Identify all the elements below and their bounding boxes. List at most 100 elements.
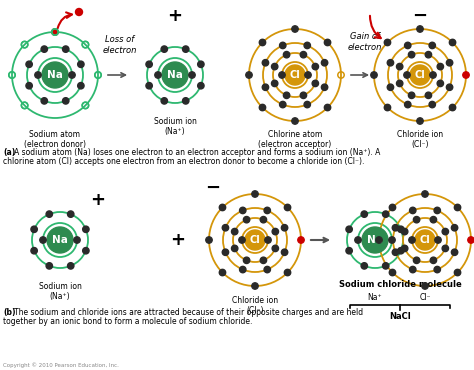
Circle shape	[182, 98, 189, 104]
Circle shape	[222, 249, 228, 255]
Circle shape	[429, 101, 436, 108]
Text: Na: Na	[47, 70, 63, 80]
Circle shape	[67, 211, 74, 217]
Circle shape	[292, 26, 298, 32]
Circle shape	[383, 263, 389, 269]
Text: Na: Na	[167, 70, 183, 80]
Circle shape	[283, 51, 290, 58]
Circle shape	[392, 225, 399, 231]
Circle shape	[447, 60, 453, 66]
Circle shape	[449, 104, 456, 111]
Circle shape	[155, 72, 161, 78]
Circle shape	[425, 92, 432, 98]
Text: Cl: Cl	[250, 235, 260, 245]
Circle shape	[246, 72, 252, 78]
Circle shape	[75, 9, 82, 16]
Text: −: −	[412, 7, 428, 25]
Text: Chloride ion
(Cl⁻): Chloride ion (Cl⁻)	[232, 296, 278, 315]
Circle shape	[413, 257, 420, 263]
Circle shape	[383, 211, 389, 217]
Circle shape	[435, 237, 441, 243]
Circle shape	[396, 63, 403, 70]
Text: Na⁺: Na⁺	[368, 293, 383, 302]
Circle shape	[69, 72, 75, 78]
Circle shape	[243, 216, 250, 223]
Circle shape	[47, 227, 73, 253]
Circle shape	[434, 266, 440, 273]
Text: Sodium atom
(electron donor): Sodium atom (electron donor)	[24, 130, 86, 149]
Text: Loss of
electron: Loss of electron	[103, 35, 137, 55]
Circle shape	[239, 266, 246, 273]
Circle shape	[437, 63, 444, 70]
Circle shape	[463, 72, 469, 78]
Circle shape	[304, 42, 310, 48]
Text: together by an ionic bond to form a molecule of sodium chloride.: together by an ionic bond to form a mole…	[3, 317, 252, 326]
Circle shape	[415, 230, 435, 250]
Circle shape	[272, 228, 279, 235]
Circle shape	[346, 248, 352, 254]
Text: NaCl: NaCl	[389, 312, 411, 321]
Circle shape	[239, 207, 246, 213]
Text: Gain of
electron: Gain of electron	[348, 32, 382, 52]
Circle shape	[410, 266, 416, 273]
Text: Na: Na	[52, 235, 68, 245]
Circle shape	[40, 237, 46, 243]
Circle shape	[182, 46, 189, 52]
Text: A sodium atom (Na) loses one electron to an electron acceptor and forms a sodium: A sodium atom (Na) loses one electron to…	[14, 148, 380, 157]
Circle shape	[26, 61, 32, 67]
Circle shape	[409, 237, 415, 243]
Circle shape	[417, 118, 423, 124]
Circle shape	[430, 216, 437, 223]
Circle shape	[417, 26, 423, 32]
Circle shape	[404, 42, 411, 48]
Circle shape	[272, 245, 279, 252]
Circle shape	[389, 269, 396, 276]
Circle shape	[401, 245, 408, 252]
Circle shape	[26, 83, 32, 89]
Circle shape	[422, 191, 428, 197]
Circle shape	[401, 228, 408, 235]
Circle shape	[264, 266, 271, 273]
Circle shape	[264, 207, 271, 213]
Circle shape	[260, 216, 266, 223]
Text: +: +	[91, 191, 106, 209]
Text: (a): (a)	[3, 148, 15, 157]
Circle shape	[219, 204, 226, 211]
Circle shape	[410, 207, 416, 213]
Circle shape	[387, 84, 393, 90]
Circle shape	[292, 118, 298, 124]
Circle shape	[298, 237, 304, 243]
Text: Na: Na	[367, 235, 383, 245]
Text: Cl: Cl	[290, 70, 301, 80]
Circle shape	[468, 237, 474, 243]
Circle shape	[447, 84, 453, 90]
Circle shape	[35, 72, 41, 78]
Circle shape	[451, 225, 458, 231]
Circle shape	[161, 98, 167, 104]
Circle shape	[389, 237, 395, 243]
Circle shape	[404, 72, 410, 78]
Circle shape	[413, 216, 420, 223]
Circle shape	[280, 42, 286, 48]
Circle shape	[272, 80, 278, 87]
Circle shape	[41, 46, 47, 52]
Circle shape	[78, 83, 84, 89]
Text: Chlorine atom
(electron acceptor): Chlorine atom (electron acceptor)	[258, 130, 332, 149]
Circle shape	[410, 65, 430, 85]
Circle shape	[282, 225, 288, 231]
Text: (b): (b)	[3, 308, 16, 317]
Circle shape	[429, 42, 436, 48]
Circle shape	[231, 245, 238, 252]
Circle shape	[46, 263, 53, 269]
Circle shape	[279, 72, 285, 78]
Circle shape	[82, 226, 89, 232]
Circle shape	[222, 225, 228, 231]
Circle shape	[41, 98, 47, 104]
Text: Chloride ion
(Cl⁻): Chloride ion (Cl⁻)	[397, 130, 443, 149]
Circle shape	[321, 60, 328, 66]
Circle shape	[371, 72, 377, 78]
Circle shape	[451, 249, 458, 255]
Circle shape	[300, 92, 307, 98]
Text: The sodium and chloride ions are attracted because of their opposite charges and: The sodium and chloride ions are attract…	[14, 308, 363, 317]
Circle shape	[31, 226, 37, 232]
